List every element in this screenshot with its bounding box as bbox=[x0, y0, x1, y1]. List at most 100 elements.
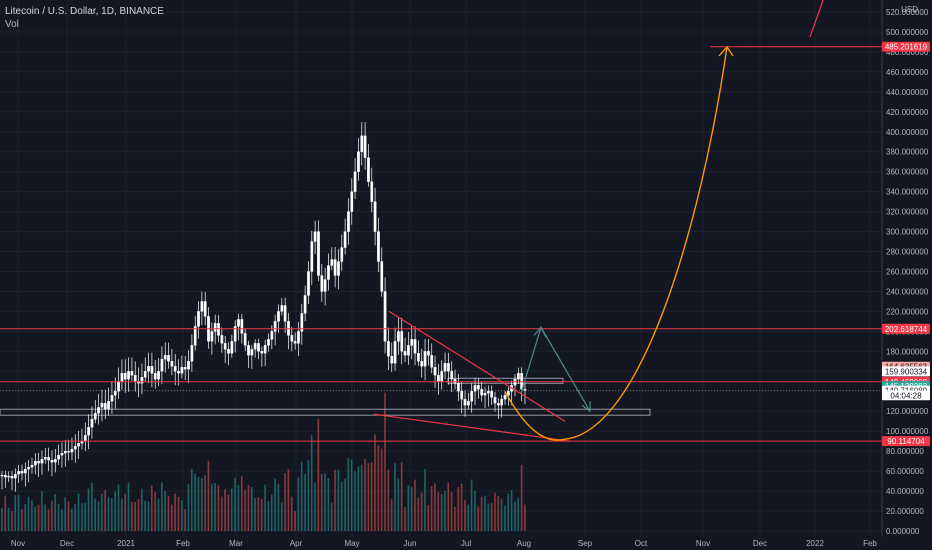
candle-body bbox=[433, 367, 437, 376]
volume-bar bbox=[87, 488, 90, 531]
volume-bar bbox=[24, 504, 27, 531]
candle-body bbox=[70, 449, 74, 453]
volume-bar bbox=[154, 492, 156, 531]
candle-body bbox=[10, 475, 14, 479]
volume-bar bbox=[84, 502, 86, 531]
volume-bar bbox=[200, 478, 203, 531]
volume-bar bbox=[310, 435, 313, 531]
support-zone bbox=[0, 408, 651, 416]
volume-bar bbox=[350, 459, 353, 531]
volume-bar bbox=[71, 508, 73, 531]
candle-body bbox=[190, 345, 194, 362]
volume-bar bbox=[131, 501, 133, 531]
candle-body bbox=[143, 371, 147, 378]
price-tag bbox=[882, 390, 930, 401]
volume-bar bbox=[507, 493, 510, 531]
volume-bar bbox=[510, 489, 513, 531]
volume-bar bbox=[320, 474, 323, 531]
candle-body bbox=[183, 367, 187, 370]
candle-body bbox=[140, 377, 144, 384]
candle-body bbox=[490, 391, 494, 398]
candle-body bbox=[170, 361, 174, 367]
x-tick-label: 2021 bbox=[117, 539, 135, 548]
x-tick-label: Nov bbox=[696, 539, 710, 548]
volume-bar bbox=[207, 460, 210, 531]
parabola-arrow-head bbox=[718, 45, 734, 57]
volume-bar bbox=[37, 504, 40, 531]
volume-bar bbox=[504, 505, 506, 531]
candle-body bbox=[333, 259, 337, 276]
volume-bar bbox=[101, 493, 103, 531]
candle-body bbox=[307, 271, 310, 296]
volume-bar bbox=[380, 448, 383, 531]
candle-body bbox=[47, 456, 50, 461]
candle-body bbox=[157, 371, 160, 380]
volume-bar bbox=[450, 491, 453, 531]
volume-bar bbox=[31, 500, 33, 531]
candle-body bbox=[117, 381, 120, 392]
candle-body bbox=[487, 391, 490, 394]
descending-resistance bbox=[388, 310, 566, 422]
x-tick-label: Mar bbox=[229, 539, 243, 548]
candle-body bbox=[500, 399, 504, 406]
candle-body bbox=[240, 319, 244, 334]
symbol-title[interactable]: Litecoin / U.S. Dollar, 1D, BINANCE bbox=[5, 6, 164, 17]
candle-body bbox=[320, 275, 324, 292]
volume-bar bbox=[61, 509, 63, 531]
volume-bar bbox=[4, 495, 7, 531]
candle-body bbox=[383, 291, 387, 342]
candle-body bbox=[97, 407, 100, 414]
volume-bar bbox=[454, 506, 456, 531]
candle-body bbox=[360, 135, 364, 152]
candle-body bbox=[363, 135, 367, 158]
volume-bar bbox=[7, 507, 10, 531]
volume-bar bbox=[387, 469, 390, 531]
y-tick-label: 60.000000 bbox=[886, 467, 924, 476]
y-tick-label: 320.000000 bbox=[886, 208, 929, 217]
volume-bar bbox=[117, 484, 120, 531]
candle-body bbox=[67, 451, 70, 453]
volume-bar bbox=[134, 501, 136, 531]
candle-body bbox=[53, 458, 57, 463]
y-axis-unit: USD bbox=[901, 5, 918, 14]
candle-body bbox=[167, 355, 170, 362]
volume-bar bbox=[27, 496, 30, 531]
parabolic-curve bbox=[504, 46, 728, 441]
candle-body bbox=[150, 366, 154, 374]
candle-body bbox=[227, 349, 230, 354]
volume-bar bbox=[490, 502, 493, 531]
candle-body bbox=[27, 466, 30, 470]
volume-bar bbox=[397, 478, 400, 531]
time-axis[interactable]: Nov Dec 2021 Feb Mar Apr May Jun Jul Aug Sep Oct Nov… bbox=[11, 539, 878, 548]
x-tick-label: Jun bbox=[404, 539, 417, 548]
volume-bar bbox=[297, 477, 300, 531]
candle-body bbox=[100, 403, 104, 408]
volume-bar bbox=[217, 485, 220, 531]
volume-bar bbox=[327, 477, 330, 531]
volume-bar bbox=[137, 499, 140, 531]
volume-bar bbox=[124, 494, 126, 531]
candle-body bbox=[313, 231, 317, 242]
price-tag-label: 485.201619 bbox=[885, 43, 928, 52]
candle-body bbox=[13, 473, 17, 479]
volume-bar bbox=[157, 498, 160, 531]
volume-bar bbox=[81, 503, 83, 531]
candle-body bbox=[403, 351, 407, 356]
candle-body bbox=[93, 413, 97, 420]
candle-body bbox=[457, 383, 460, 392]
y-tick-label: 500.000000 bbox=[886, 28, 929, 37]
volume-bar bbox=[444, 491, 446, 531]
volume-label: Vol bbox=[5, 19, 19, 30]
volume-bar bbox=[187, 483, 190, 531]
x-tick-label: 2022 bbox=[806, 539, 824, 548]
candle-body bbox=[310, 241, 314, 272]
price-tag-label: 202.618744 bbox=[885, 325, 928, 334]
candle-body bbox=[347, 211, 350, 232]
candle-body bbox=[427, 351, 430, 356]
candle-body bbox=[373, 201, 377, 232]
candle-body bbox=[177, 371, 180, 374]
volume-bar bbox=[151, 485, 153, 531]
candle-body bbox=[273, 321, 277, 332]
price-tag bbox=[882, 436, 930, 447]
